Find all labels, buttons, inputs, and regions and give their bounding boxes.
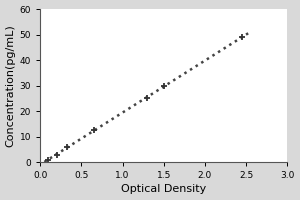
Y-axis label: Concentration(pg/mL): Concentration(pg/mL) bbox=[6, 24, 16, 147]
X-axis label: Optical Density: Optical Density bbox=[121, 184, 206, 194]
